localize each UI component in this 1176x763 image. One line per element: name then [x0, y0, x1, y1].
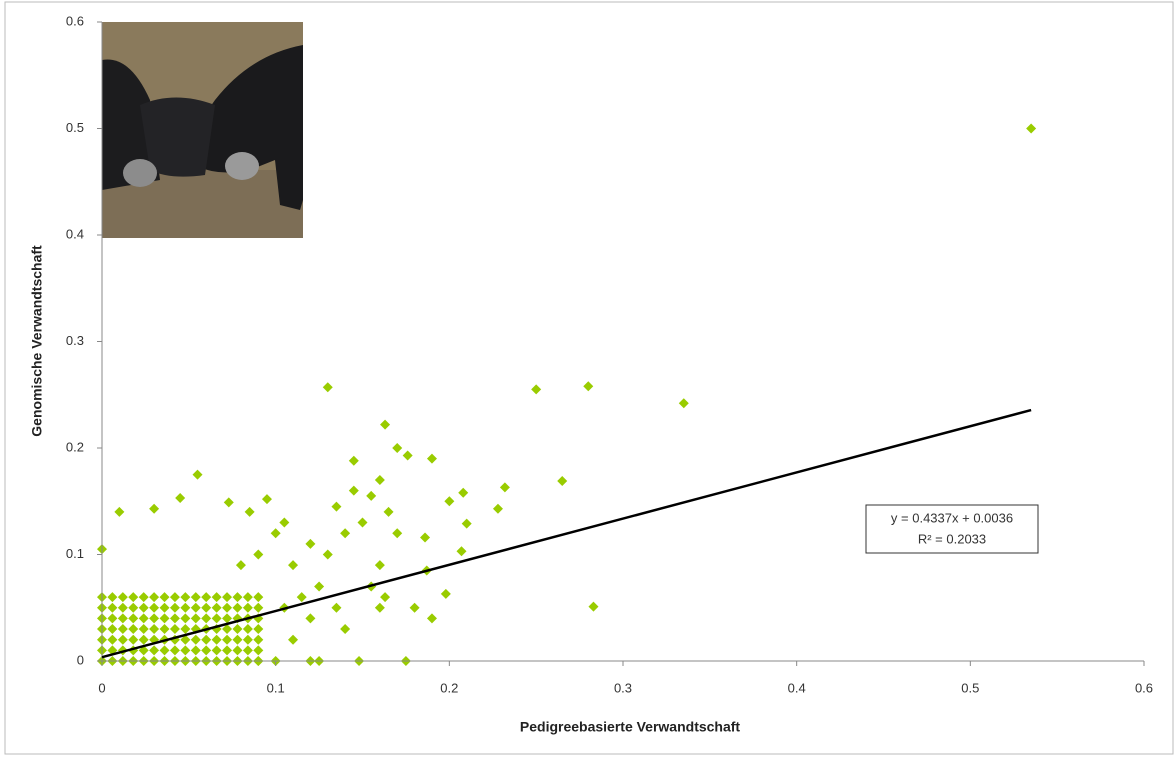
x-tick-label: 0.4: [788, 680, 806, 695]
x-tick-label: 0.5: [961, 680, 979, 695]
trend-r2: R² = 0.2033: [918, 531, 986, 546]
y-tick-label: 0.6: [66, 13, 84, 28]
x-tick-label: 0.3: [614, 680, 632, 695]
x-tick-label: 0: [98, 680, 105, 695]
y-tick-label: 0.4: [66, 226, 84, 241]
x-axis-title: Pedigreebasierte Verwandtschaft: [520, 719, 741, 735]
y-tick-label: 0: [77, 652, 84, 667]
y-tick-label: 0.3: [66, 333, 84, 348]
y-tick-label: 0.2: [66, 439, 84, 454]
x-tick-label: 0.6: [1135, 680, 1153, 695]
trend-equation: y = 0.4337x + 0.0036: [891, 510, 1013, 525]
y-tick-label: 0.1: [66, 546, 84, 561]
chart: Pedigreebasierte Verwandtschaft Genomisc…: [0, 0, 1176, 758]
y-axis-title: Genomische Verwandtschaft: [29, 245, 45, 437]
photo: [102, 22, 303, 238]
x-tick-label: 0.2: [440, 680, 458, 695]
y-tick-label: 0.5: [66, 120, 84, 135]
x-tick-label: 0.1: [267, 680, 285, 695]
